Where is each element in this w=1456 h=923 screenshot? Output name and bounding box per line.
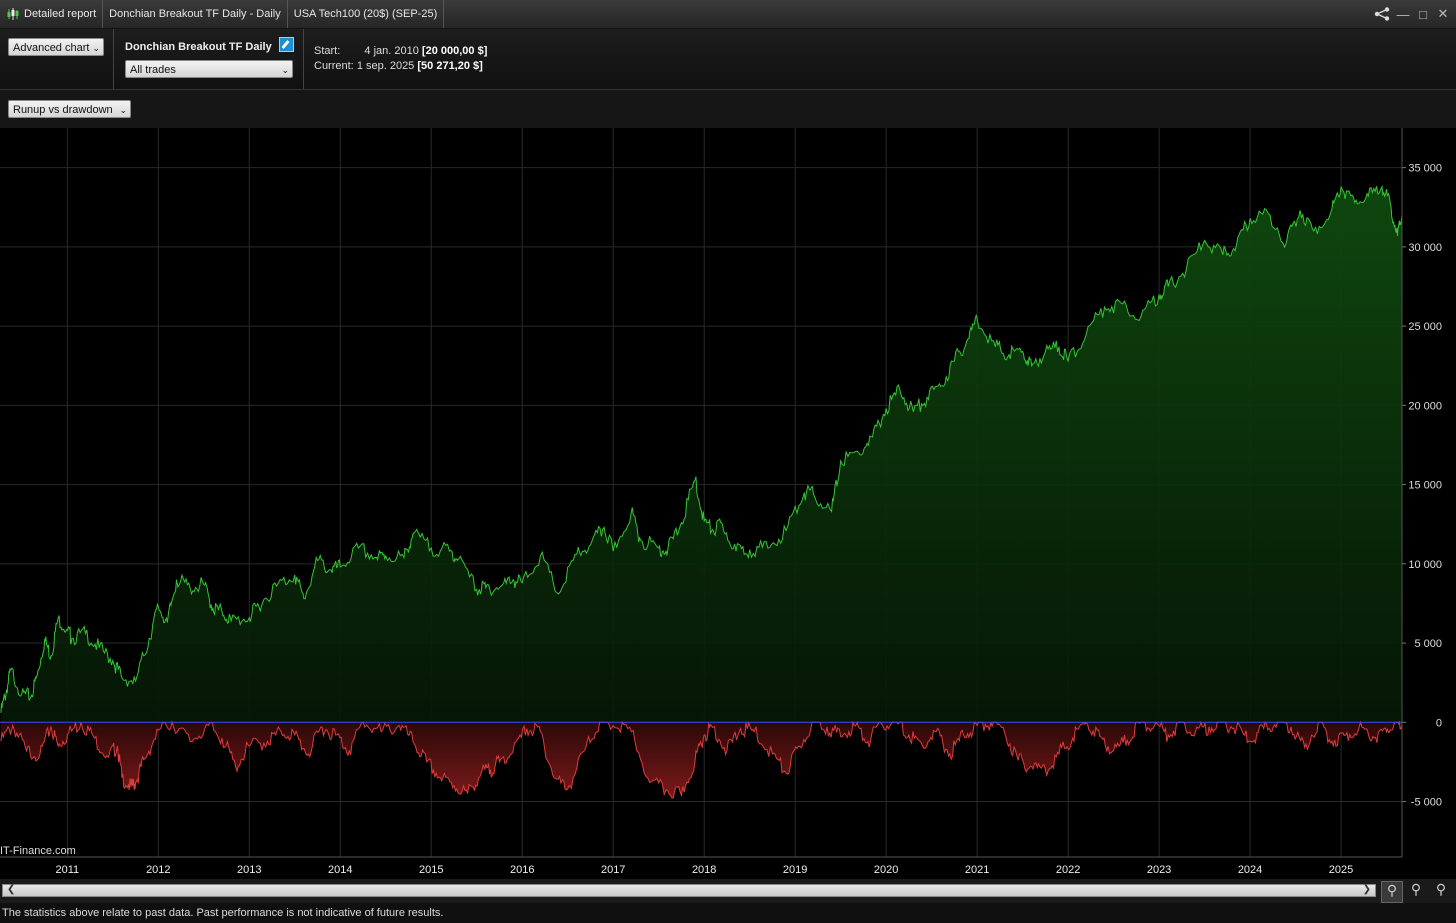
- x-tick-label: 2016: [510, 864, 534, 876]
- chart-scrollbar: ❮ ❯ ⚲ ⚲ ⚲: [0, 879, 1456, 903]
- chart-mode-dropdown[interactable]: Advanced chart ⌄: [8, 38, 104, 56]
- report-label: Detailed report: [24, 8, 97, 20]
- view-selector-dropdown[interactable]: Runup vs drawdown ⌄: [8, 100, 131, 118]
- current-label: Current:: [314, 60, 354, 72]
- x-tick-label: 2024: [1238, 864, 1262, 876]
- start-label: Start:: [314, 45, 341, 57]
- start-date: 4 jan. 2010: [364, 45, 419, 57]
- edit-strategy-icon[interactable]: [279, 37, 294, 52]
- y-tick-label: 10 000: [1408, 559, 1442, 571]
- disclaimer: The statistics above relate to past data…: [0, 903, 1456, 923]
- toolbar-divider: [113, 29, 114, 89]
- zoom-fit-icon[interactable]: ⚲: [1381, 881, 1403, 903]
- watermark: IT-Finance.com: [0, 845, 76, 857]
- current-value: [50 271,20 $]: [417, 60, 483, 72]
- runup-line: [0, 184, 1403, 713]
- title-strategy: Donchian Breakout TF Daily - Daily: [103, 0, 288, 28]
- x-tick-label: 2022: [1056, 864, 1080, 876]
- title-bar: Detailed report Donchian Breakout TF Dai…: [0, 0, 1456, 29]
- toolbar-divider: [303, 29, 304, 89]
- title-report: Detailed report: [0, 0, 104, 28]
- title-instrument: USA Tech100 (20$) (SEP-25): [288, 0, 445, 28]
- report-toolbar: Advanced chart ⌄ Donchian Breakout TF Da…: [0, 29, 1456, 90]
- x-tick-label: 2023: [1147, 864, 1171, 876]
- y-tick-label: -5 000: [1411, 797, 1442, 809]
- trades-filter-value: All trades: [130, 64, 176, 76]
- y-tick-label: 5 000: [1414, 638, 1442, 650]
- series-areas: [0, 184, 1403, 799]
- x-tick-label: 2015: [419, 864, 443, 876]
- y-tick-label: 35 000: [1408, 163, 1442, 175]
- close-icon[interactable]: ✕: [1437, 6, 1449, 21]
- x-tick-label: 2021: [965, 864, 989, 876]
- start-stat: Start: 4 jan. 2010 [20 000,00 $]: [314, 45, 487, 57]
- current-date: 1 sep. 2025: [356, 60, 415, 72]
- zoom-in-icon[interactable]: ⚲: [1435, 881, 1447, 897]
- scrollbar-track[interactable]: ❮ ❯: [2, 884, 1376, 897]
- chevron-down-icon: ⌄: [119, 105, 127, 115]
- candlestick-logo-icon: [7, 8, 19, 20]
- y-tick-label: 25 000: [1408, 321, 1442, 333]
- chevron-down-icon: ⌄: [92, 43, 100, 53]
- runup-drawdown-chart[interactable]: 35 000 30 000 25 000 20 000 15 000 10 000 5 00…: [0, 128, 1456, 879]
- x-tick-label: 2025: [1329, 864, 1353, 876]
- minimize-icon[interactable]: —: [1396, 6, 1410, 22]
- x-tick-label: 2011: [55, 864, 79, 876]
- chart-mode-value: Advanced chart: [13, 42, 90, 54]
- x-tick-label: 2012: [146, 864, 170, 876]
- drawdown-area: [0, 722, 1402, 798]
- view-selector-value: Runup vs drawdown: [13, 104, 113, 116]
- drawdown-line: [0, 720, 1403, 799]
- chevron-down-icon: ⌄: [281, 65, 289, 75]
- x-tick-label: 2018: [692, 864, 716, 876]
- y-tick-label: 20 000: [1408, 400, 1442, 412]
- start-value: [20 000,00 $]: [421, 45, 488, 57]
- scroll-left-icon[interactable]: ❮: [7, 884, 16, 895]
- x-tick-label: 2017: [601, 864, 625, 876]
- x-tick-label: 2019: [783, 864, 807, 876]
- x-tick-label: 2020: [874, 864, 898, 876]
- current-stat: Current: 1 sep. 2025 [50 271,20 $]: [314, 60, 483, 72]
- maximize-icon[interactable]: □: [1419, 6, 1427, 22]
- y-tick-label: 30 000: [1408, 242, 1442, 254]
- share-icon[interactable]: [1374, 7, 1390, 21]
- runup-area: [0, 186, 1402, 723]
- y-axis: 35 000 30 000 25 000 20 000 15 000 10 000 5 00…: [1402, 163, 1442, 809]
- x-axis: 2011 2012 2013 2014 2015 2016 2017 2018 2019 2020…: [55, 864, 1353, 876]
- x-tick-label: 2014: [328, 864, 352, 876]
- scroll-right-icon[interactable]: ❯: [1362, 884, 1371, 895]
- y-tick-label: 0: [1436, 717, 1442, 729]
- chart-canvas[interactable]: 35 000 30 000 25 000 20 000 15 000 10 000 5 00…: [0, 128, 1456, 879]
- x-tick-label: 2013: [237, 864, 261, 876]
- window-controls: — □ ✕: [1374, 6, 1456, 22]
- strategy-name: Donchian Breakout TF Daily: [125, 41, 272, 53]
- view-bar: Runup vs drawdown ⌄: [0, 90, 1456, 128]
- zoom-out-icon[interactable]: ⚲: [1410, 881, 1422, 897]
- trades-filter-dropdown[interactable]: All trades ⌄: [125, 60, 293, 78]
- y-tick-label: 15 000: [1408, 480, 1442, 492]
